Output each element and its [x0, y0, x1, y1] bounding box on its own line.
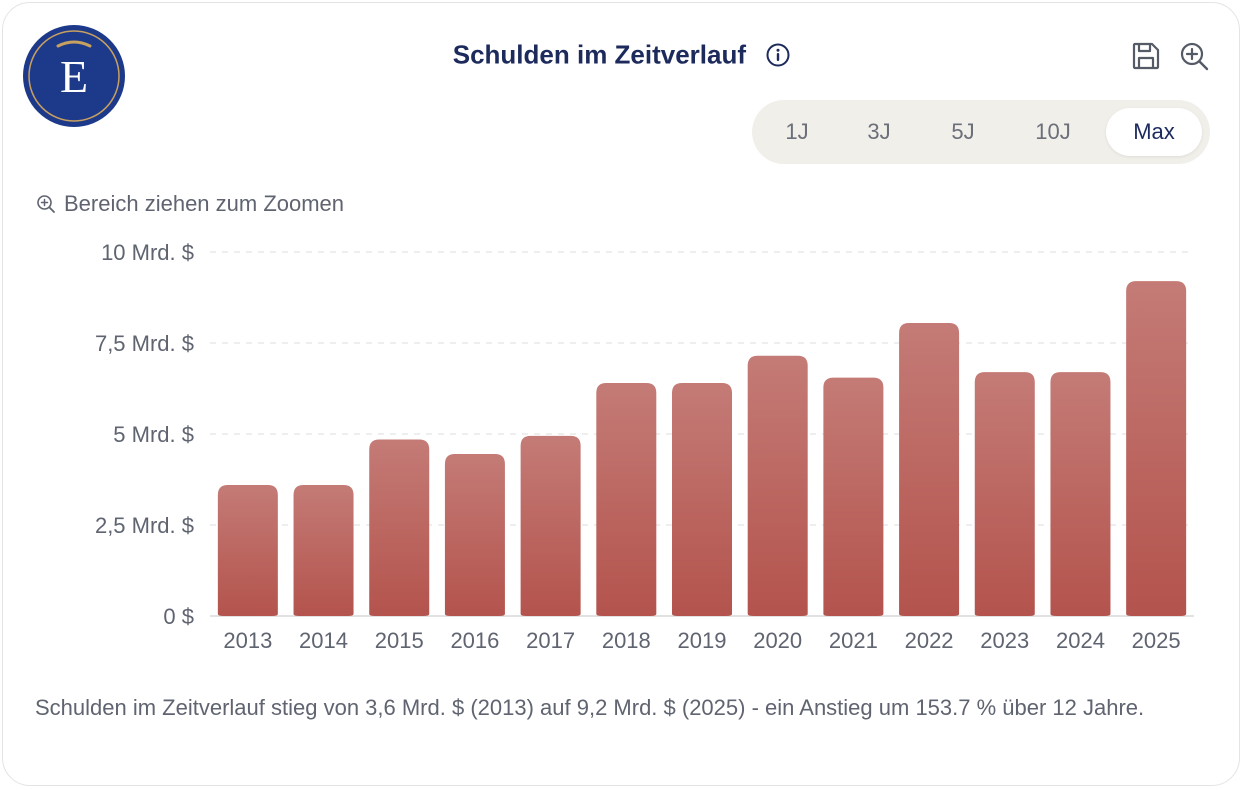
logo-icon: E — [23, 25, 125, 127]
x-tick-label: 2013 — [223, 628, 272, 653]
range-selector: 1J 3J 5J 10J Max — [752, 100, 1210, 164]
zoom-hint: Bereich ziehen zum Zoomen — [36, 190, 344, 217]
bar-2020[interactable] — [747, 355, 808, 616]
bar-2015[interactable] — [369, 439, 430, 616]
x-tick-label: 2024 — [1056, 628, 1105, 653]
zoom-in-icon[interactable] — [1178, 40, 1210, 72]
x-tick-label: 2015 — [375, 628, 424, 653]
bar-chart[interactable]: 0 $ 2,5 Mrd. $ 5 Mrd. $ 7,5 Mrd. $ 10 Mrd. $… — [0, 0, 1244, 680]
bar-2023[interactable] — [974, 372, 1035, 616]
x-tick-label: 2021 — [829, 628, 878, 653]
x-tick-label: 2018 — [602, 628, 651, 653]
bar-2021[interactable] — [823, 377, 884, 616]
y-tick-label: 2,5 Mrd. $ — [95, 513, 194, 538]
zoom-hint-text: Bereich ziehen zum Zoomen — [64, 191, 345, 217]
x-tick-label: 2014 — [299, 628, 348, 653]
bar-2017[interactable] — [520, 435, 581, 616]
x-tick-label: 2020 — [753, 628, 802, 653]
chart-summary: Schulden im Zeitverlauf stieg von 3,6 Mr… — [35, 695, 1145, 720]
x-tick-label: 2019 — [678, 628, 727, 653]
y-tick-label: 0 $ — [163, 604, 194, 629]
chart-title: Schulden im Zeitverlauf — [452, 39, 747, 70]
x-tick-label: 2022 — [905, 628, 954, 653]
bar-2022[interactable] — [899, 322, 960, 616]
bar-2024[interactable] — [1050, 372, 1111, 616]
range-button-3j[interactable]: 3J — [867, 119, 891, 144]
y-tick-label: 5 Mrd. $ — [113, 422, 194, 447]
bar-2013[interactable] — [217, 484, 278, 616]
bar-2025[interactable] — [1126, 281, 1187, 616]
range-button-1j[interactable]: 1J — [785, 119, 809, 144]
info-icon[interactable] — [765, 42, 791, 68]
bar-2014[interactable] — [293, 484, 354, 616]
range-button-10j[interactable]: 10J — [1035, 119, 1071, 144]
x-tick-label: 2025 — [1132, 628, 1181, 653]
bar-2018[interactable] — [596, 383, 657, 616]
x-tick-label: 2017 — [526, 628, 575, 653]
zoom-hint-icon — [37, 195, 55, 214]
bar-2019[interactable] — [672, 383, 732, 616]
y-tick-label: 10 Mrd. $ — [101, 240, 194, 265]
logo-letter: E — [60, 51, 88, 102]
chart-title-row: Schulden im Zeitverlauf — [0, 38, 1244, 71]
range-button-5j[interactable]: 5J — [951, 119, 975, 144]
save-icon[interactable] — [1130, 40, 1162, 72]
x-tick-label: 2023 — [980, 628, 1029, 653]
x-tick-label: 2016 — [450, 628, 499, 653]
y-tick-label: 7,5 Mrd. $ — [95, 331, 194, 356]
range-button-max[interactable]: Max — [1106, 108, 1202, 156]
bar-2016[interactable] — [444, 454, 505, 616]
